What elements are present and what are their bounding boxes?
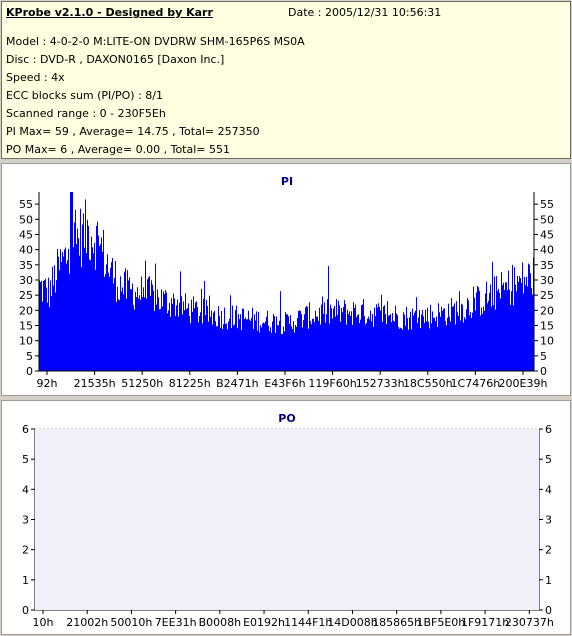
pi-x-tick-label: 119F60h xyxy=(308,377,356,390)
pi-y-tick-label: 30 xyxy=(540,274,554,287)
po-chart: PO 0 0 1 1 2 2 3 3 4 4 5 5 6 6 10h 21002h 50010h 7EE31h B0… xyxy=(22,412,554,629)
pi-y-tick-label: 50 xyxy=(19,213,33,226)
po-y-tick-label: 2 xyxy=(22,544,29,557)
po-stats: PO Max= 6 , Average= 0.00 , Total= 551 xyxy=(6,143,230,156)
pi-x-tick-label: 152733h xyxy=(356,377,405,390)
po-x-tick-label: 230737h xyxy=(505,616,554,629)
po-x-tick-label: 50010h xyxy=(110,616,152,629)
app-title: KProbe v2.1.0 - Designed by Karr xyxy=(6,6,213,19)
po-y-tick-label: 5 xyxy=(22,453,29,466)
pi-x-tick-label: 200E39h xyxy=(499,377,548,390)
pi-y-tick-label: 25 xyxy=(19,289,33,302)
pi-y-tick-label: 5 xyxy=(540,350,547,363)
pi-x-tick-label: 21535h xyxy=(74,377,116,390)
pi-x-tick-label: 1C7476h xyxy=(451,377,501,390)
pi-y-tick-label: 30 xyxy=(19,274,33,287)
pi-y-tick-label: 15 xyxy=(540,319,554,332)
po-y-tick-label: 0 xyxy=(545,604,552,617)
ecc-info: ECC blocks sum (PI/PO) : 8/1 xyxy=(6,89,163,102)
pi-x-tick-label: 92h xyxy=(37,377,58,390)
pi-y-tick-label: 5 xyxy=(26,350,33,363)
pi-y-tick-label: 10 xyxy=(19,335,33,348)
pi-x-tick-label: 81225h xyxy=(169,377,211,390)
po-y-tick-label: 2 xyxy=(545,544,552,557)
po-y-tick-label: 6 xyxy=(22,423,29,436)
po-chart-title: PO xyxy=(278,412,295,425)
po-y-tick-label: 5 xyxy=(545,453,552,466)
info-panel: KProbe v2.1.0 - Designed by Karr Date : … xyxy=(1,1,571,159)
pi-y-tick-label: 40 xyxy=(540,244,554,257)
pi-y-tick-label: 0 xyxy=(26,365,33,378)
po-y-tick-label: 3 xyxy=(545,514,552,527)
po-plot-bg xyxy=(35,429,539,610)
pi-x-tick-label: 18C550h xyxy=(403,377,453,390)
po-chart-panel: PO 0 0 1 1 2 2 3 3 4 4 5 5 6 6 10h 21002h 50010h 7EE31h B0… xyxy=(1,400,571,635)
pi-y-tick-label: 10 xyxy=(540,335,554,348)
pi-y-tick-label: 25 xyxy=(540,289,554,302)
pi-x-tick-label: E43F6h xyxy=(264,377,305,390)
pi-y-tick-label: 55 xyxy=(19,198,33,211)
po-x-tick-label: 1144F1h xyxy=(284,616,332,629)
pi-y-tick-label: 50 xyxy=(540,213,554,226)
range-info: Scanned range : 0 - 230F5Eh xyxy=(6,107,166,120)
po-x-tick-label: 185865h xyxy=(372,616,421,629)
po-y-tick-label: 3 xyxy=(22,514,29,527)
disc-info: Disc : DVD-R , DAXON0165 [Daxon Inc.] xyxy=(6,53,225,66)
pi-y-tick-label: 20 xyxy=(19,304,33,317)
po-x-tick-label: B0008h xyxy=(199,616,242,629)
pi-x-tick-label: B2471h xyxy=(216,377,259,390)
pi-y-tick-label: 45 xyxy=(540,228,554,241)
pi-y-tick-label: 45 xyxy=(19,228,33,241)
po-x-tick-label: 7EE31h xyxy=(155,616,197,629)
scan-date: Date : 2005/12/31 10:56:31 xyxy=(288,6,442,19)
model-info: Model : 4-0-2-0 M:LITE-ON DVDRW SHM-165P… xyxy=(6,35,305,48)
pi-chart-title: PI xyxy=(281,175,293,188)
pi-stats: PI Max= 59 , Average= 14.75 , Total= 257… xyxy=(6,125,260,138)
pi-y-tick-label: 55 xyxy=(540,198,554,211)
po-y-tick-label: 4 xyxy=(545,483,552,496)
po-x-tick-label: 21002h xyxy=(66,616,108,629)
pi-y-tick-label: 35 xyxy=(19,259,33,272)
pi-y-tick-label: 20 xyxy=(540,304,554,317)
pi-x-tick-label: 51250h xyxy=(121,377,163,390)
po-y-tick-label: 1 xyxy=(22,574,29,587)
po-y-tick-label: 1 xyxy=(545,574,552,587)
po-y-tick-label: 6 xyxy=(545,423,552,436)
speed-info: Speed : 4x xyxy=(6,71,65,84)
po-x-tick-label: 14D008h xyxy=(327,616,377,629)
po-x-tick-label: 10h xyxy=(33,616,54,629)
pi-y-tick-label: 0 xyxy=(540,365,547,378)
pi-y-tick-label: 40 xyxy=(19,244,33,257)
pi-y-tick-label: 15 xyxy=(19,319,33,332)
pi-y-tick-label: 35 xyxy=(540,259,554,272)
pi-bars xyxy=(39,192,534,371)
po-x-tick-label: 1F9171h xyxy=(461,616,509,629)
po-y-tick-label: 0 xyxy=(22,604,29,617)
po-x-tick-label: E0192h xyxy=(243,616,285,629)
po-y-tick-label: 4 xyxy=(22,483,29,496)
pi-chart-panel: PI 0 0 5 5 10 10 15 15 20 20 25 25 30 30 35 35 40 40 45 45 5… xyxy=(1,163,571,396)
po-x-tick-label: 1BF5E0h xyxy=(416,616,465,629)
